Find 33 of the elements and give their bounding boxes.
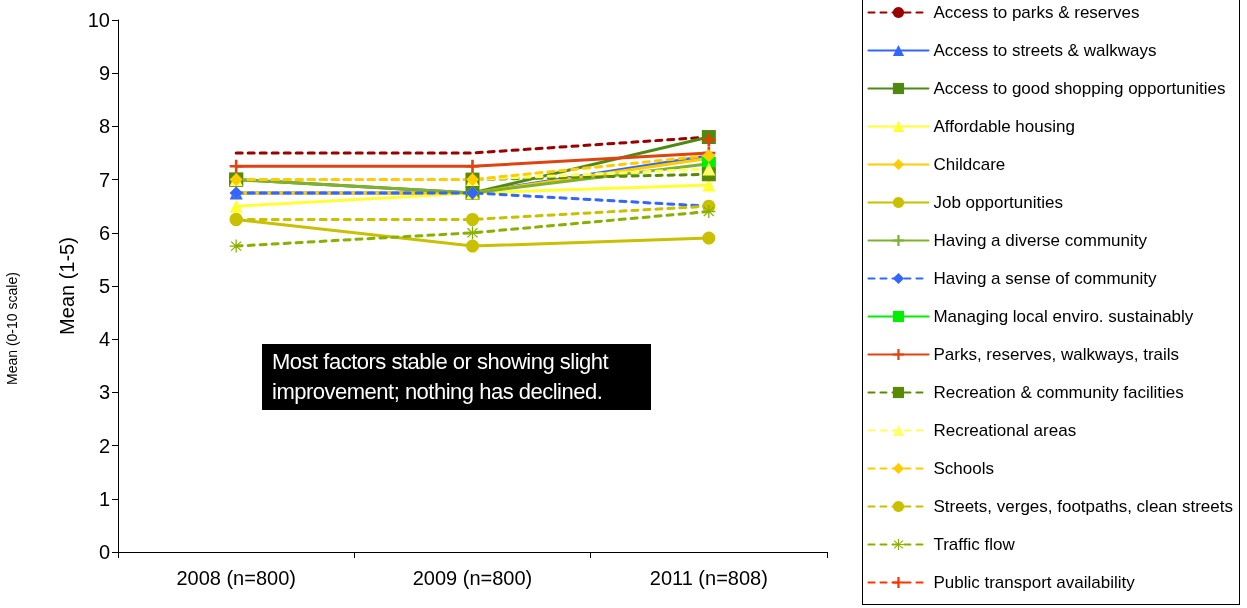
legend-label: Traffic flow: [933, 535, 1016, 554]
legend-label: Access to good shopping opportunities: [933, 79, 1226, 98]
y-tick-label: 8: [98, 115, 110, 138]
y-tick-label: 3: [98, 381, 110, 404]
y-axis-title: Mean (1-5): [55, 237, 78, 335]
legend-label: Access to parks & reserves: [933, 3, 1140, 22]
text: Mean (0-10 scale): [4, 272, 20, 385]
y-tick-label: 7: [98, 168, 110, 191]
y-tick-label: 9: [98, 62, 110, 85]
x-tick-label: 2009 (n=800): [412, 567, 533, 589]
legend-label: Having a diverse community: [933, 231, 1148, 250]
legend-label: Recreation & community facilities: [933, 383, 1184, 402]
x-tick-label: 2011 (n=808): [649, 567, 768, 589]
y-tick-label: 5: [98, 275, 110, 297]
legend-label: Managing local enviro. sustainably: [933, 307, 1194, 326]
legend-label: Schools: [933, 459, 994, 478]
legend-label: Affordable housing: [933, 117, 1075, 136]
legend-label: Childcare: [933, 155, 1006, 174]
y-tick-label: 4: [98, 328, 110, 351]
legend-label: Access to streets & walkways: [933, 41, 1157, 60]
y-tick-label: 10: [87, 9, 110, 31]
y-tick-label: 0: [98, 541, 110, 563]
legend-label: Parks, reserves, walkways, trails: [933, 345, 1180, 364]
y-tick-label: 2: [98, 434, 110, 457]
legend-label: Job opportunities: [933, 193, 1063, 212]
x-tick-label: 2008 (n=800): [176, 567, 296, 589]
legend-label: Streets, verges, footpaths, clean streets: [933, 497, 1233, 516]
y-tick-label: 1: [98, 487, 110, 510]
legend-label: Having a sense of community: [933, 269, 1157, 288]
annotation: Most factors stable or showing slight improvement; nothing has declined.: [262, 344, 651, 410]
y-tick-label: 6: [98, 221, 110, 244]
legend-label: Recreational areas: [933, 421, 1077, 440]
legend-label: Public transport availability: [933, 573, 1136, 592]
